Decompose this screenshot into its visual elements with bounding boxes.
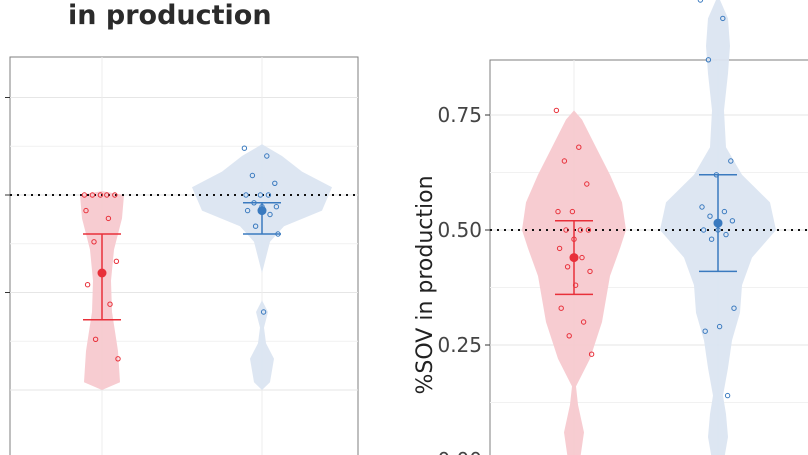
data-point (580, 319, 587, 325)
y-axis-label: %SOV in production (413, 175, 438, 394)
data-point (553, 107, 560, 114)
chart-title-left: in production (68, 0, 272, 31)
left-panel-frame (9, 56, 359, 455)
data-point (723, 231, 729, 238)
mean-point (569, 253, 579, 263)
data-point (257, 192, 264, 198)
violin-2 (192, 144, 332, 390)
data-point (579, 254, 585, 261)
data-point (92, 336, 99, 342)
data-point (576, 144, 582, 150)
data-point (243, 192, 249, 198)
mean-point (257, 206, 267, 216)
data-point (705, 57, 712, 63)
data-point (731, 305, 737, 311)
data-point (244, 207, 251, 214)
mean-point (713, 218, 723, 228)
left-panel (5, 56, 359, 455)
data-point (97, 192, 104, 198)
data-point (728, 158, 734, 164)
data-point (107, 301, 113, 307)
data-point (112, 192, 118, 198)
data-point (585, 227, 592, 233)
mean-point (97, 268, 107, 278)
data-point (241, 145, 248, 151)
data-point (563, 227, 569, 233)
data-point (577, 227, 584, 233)
data-point (561, 158, 568, 164)
data-point (721, 208, 728, 215)
y-tick-label: 0.50 (437, 218, 482, 242)
y-tick-label: 0.00 (437, 448, 482, 455)
data-point (716, 323, 723, 330)
data-point (267, 211, 273, 218)
data-point (272, 180, 278, 187)
data-point (264, 153, 270, 159)
data-point (84, 282, 91, 288)
right-panel: 0.00 0.25 0.50 0.75 %SOV in production (413, 0, 808, 455)
data-point (105, 215, 112, 222)
data-point (724, 392, 731, 399)
data-point (104, 192, 110, 198)
data-point (265, 192, 272, 198)
data-point (584, 181, 590, 187)
y-tick-label: 0.75 (437, 103, 482, 127)
data-point (720, 15, 726, 22)
data-point (113, 258, 120, 264)
data-point (700, 227, 707, 233)
data-point (702, 328, 708, 334)
y-tick-label: 0.25 (437, 333, 482, 357)
data-point (81, 192, 88, 198)
data-point (588, 351, 595, 357)
data-point (273, 204, 280, 210)
data-point (697, 0, 704, 3)
data-point (83, 207, 89, 214)
data-point (555, 208, 561, 215)
data-point (729, 218, 736, 224)
data-point (249, 172, 256, 179)
data-point (569, 208, 576, 215)
data-point (91, 239, 97, 245)
data-point (566, 333, 572, 339)
data-point (564, 264, 571, 270)
data-point (89, 192, 96, 198)
data-point (115, 356, 121, 362)
data-point (252, 223, 259, 229)
data-point (707, 213, 713, 219)
data-point (558, 305, 564, 311)
data-point (587, 268, 593, 275)
data-point (556, 245, 563, 252)
data-point (260, 309, 267, 315)
data-point (699, 204, 705, 210)
data-point (708, 236, 715, 242)
